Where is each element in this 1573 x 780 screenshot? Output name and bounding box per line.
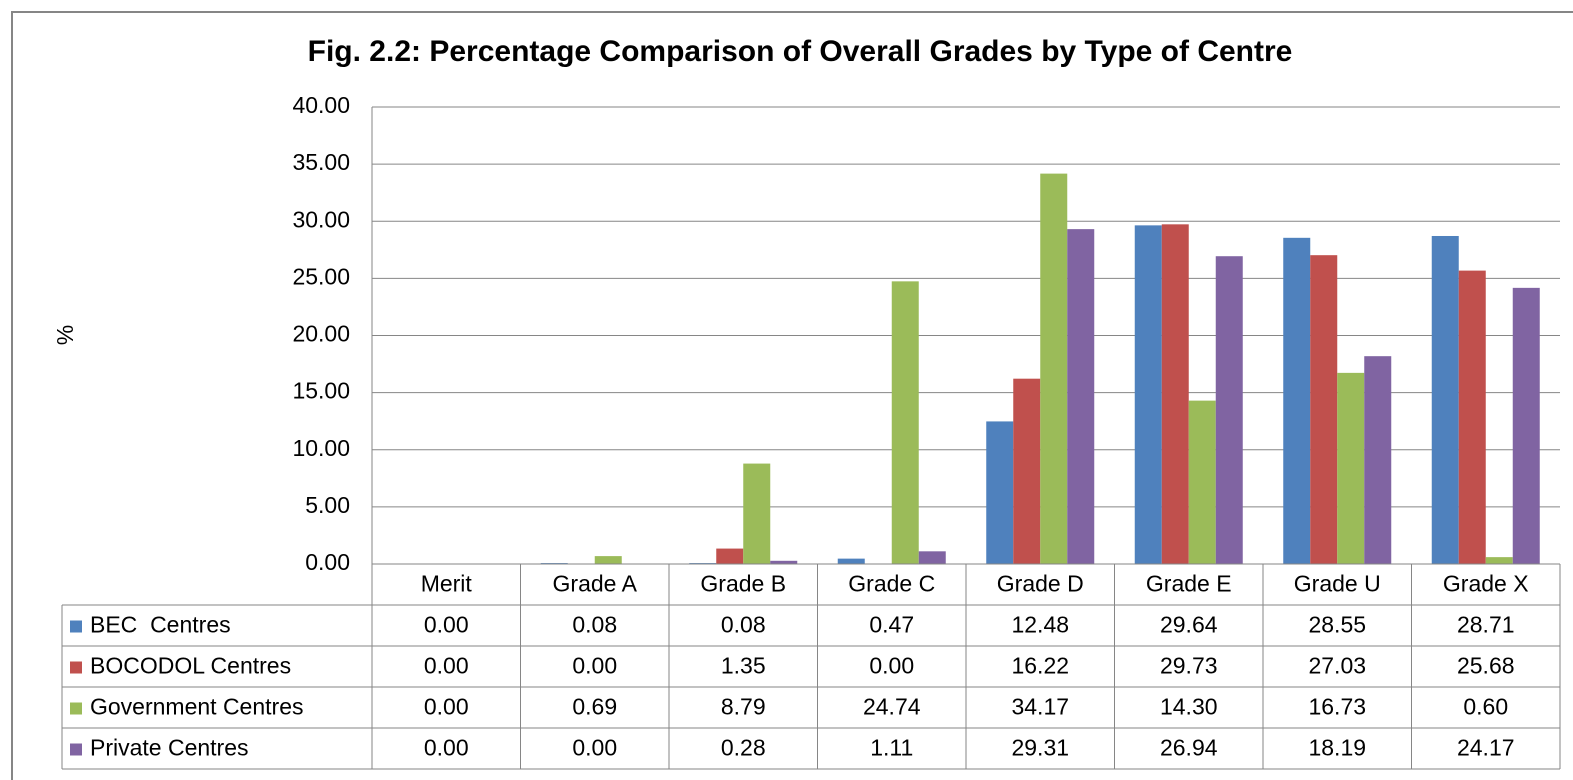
x-tick-label: Grade D [997,571,1084,597]
table-value: 18.19 [1308,735,1366,761]
table-value: 0.69 [572,694,617,720]
legend-swatch [70,702,82,715]
chart-title: Fig. 2.2: Percentage Comparison of Overa… [308,35,1293,68]
bar [891,281,919,564]
table-value: 0.00 [424,653,469,679]
table-value: 1.35 [721,653,766,679]
bar [770,560,798,564]
y-tick-label: 15.00 [292,378,350,404]
table-value: 0.60 [1463,694,1508,720]
x-tick-label: Grade C [848,571,935,597]
bar [1512,287,1540,564]
chart-border [11,11,1573,780]
x-tick-label: Merit [421,571,473,597]
table-value: 26.94 [1160,735,1218,761]
bar [1134,225,1162,564]
y-tick-label: 20.00 [292,321,350,347]
table-value: 0.00 [869,653,914,679]
table-value: 16.22 [1011,653,1069,679]
x-tick-label: Grade B [700,571,786,597]
y-tick-label: 0.00 [305,549,350,575]
legend-label: BEC Centres [90,612,231,638]
bar [1431,235,1459,564]
table-value: 0.08 [721,612,766,638]
bar [1283,237,1311,564]
table-value: 25.68 [1457,653,1515,679]
x-tick-label: Grade U [1294,571,1381,597]
bar [1013,378,1041,564]
table-value: 24.74 [863,694,921,720]
table-value: 0.00 [424,612,469,638]
bar [918,551,946,564]
y-tick-label: 40.00 [292,92,350,118]
bar [1485,557,1513,564]
legend-swatch [70,620,82,633]
table-value: 27.03 [1308,653,1366,679]
bar [1067,229,1095,565]
table-value: 0.00 [572,735,617,761]
table-value: 29.64 [1160,612,1218,638]
bar [1337,372,1365,564]
table-value: 24.17 [1457,735,1515,761]
x-tick-label: Grade A [553,571,638,597]
y-tick-label: 35.00 [292,149,350,175]
y-tick-label: 30.00 [292,206,350,232]
bar [1040,173,1068,565]
bar [594,556,622,564]
bar [1215,256,1243,564]
legend-label: Private Centres [90,735,249,761]
bar [1161,224,1189,564]
x-tick-label: Grade E [1146,571,1232,597]
y-tick-label: 5.00 [305,492,350,518]
bar [1364,356,1392,564]
table-value: 12.48 [1011,612,1069,638]
table-value: 1.11 [870,735,913,761]
bar [1458,270,1486,564]
table-value: 8.79 [721,694,766,720]
table-value: 14.30 [1160,694,1218,720]
legend-swatch [70,743,82,756]
table-value: 29.73 [1160,653,1218,679]
table-value: 28.71 [1457,612,1515,638]
table-value: 0.00 [424,735,469,761]
table-value: 34.17 [1011,694,1069,720]
table-value: 0.08 [572,612,617,638]
bar [716,548,744,564]
table-value: 0.47 [869,612,914,638]
table-value: 29.31 [1011,735,1069,761]
table-value: 28.55 [1308,612,1366,638]
bar [1188,400,1216,564]
bar [986,421,1014,564]
y-axis-label: % [52,325,78,345]
y-tick-label: 25.00 [292,263,350,289]
x-tick-label: Grade X [1443,571,1529,597]
legend-swatch [70,661,82,674]
table-value: 0.00 [424,694,469,720]
bar [837,558,865,564]
bar [1310,255,1338,564]
y-tick-label: 10.00 [292,435,350,461]
table-value: 0.00 [572,653,617,679]
legend-label: Government Centres [90,694,303,720]
legend-label: BOCODOL Centres [90,653,291,679]
table-value: 0.28 [721,735,766,761]
table-value: 16.73 [1308,694,1366,720]
bar [743,463,771,564]
